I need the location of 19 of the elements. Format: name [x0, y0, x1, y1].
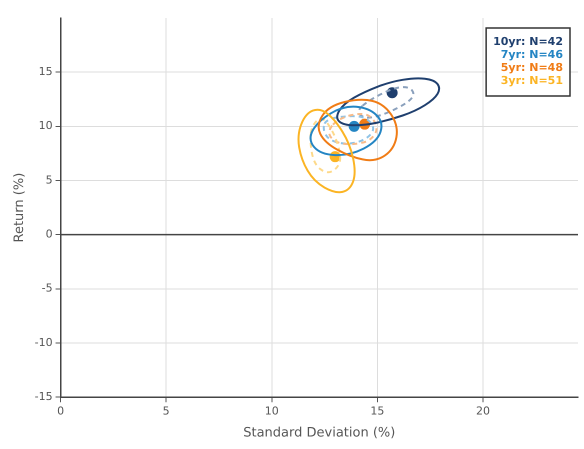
text: 10yr: N=42	[493, 34, 563, 48]
x-tick-label: 20	[476, 404, 490, 418]
text: 3yr: N=51	[500, 74, 563, 87]
y-tick-label: 5	[46, 173, 53, 186]
x-axis-title: Standard Deviation (%)	[243, 426, 396, 441]
text: 7yr: N=46	[500, 48, 564, 61]
y-tick-label: -15	[34, 390, 53, 404]
x-tick-label: 15	[370, 404, 384, 418]
y-tick-label: -5	[42, 282, 53, 295]
y-axis-title: Return (%)	[12, 172, 28, 242]
y-tick-label: -10	[34, 336, 53, 349]
text: 5yr: N=48	[500, 60, 563, 74]
x-tick-label: 0	[57, 404, 64, 418]
y-tick-label: 0	[46, 228, 53, 241]
y-tick-label: 10	[38, 119, 53, 132]
x-tick-label: 5	[162, 404, 170, 418]
x-tick-label: 10	[264, 404, 279, 418]
y-tick-label: 15	[38, 65, 53, 78]
point	[386, 87, 398, 98]
